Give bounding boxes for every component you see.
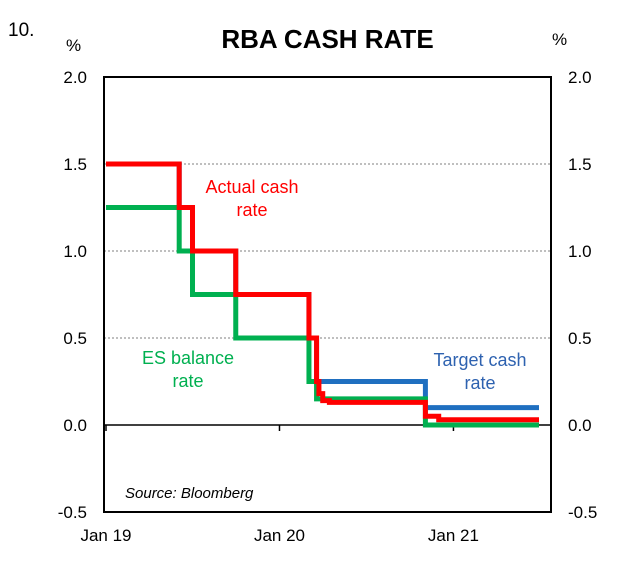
x-tick-label: Jan 19: [80, 526, 131, 545]
series-line-es-balance-rate: [106, 205, 539, 428]
figure-number: 10.: [8, 20, 35, 41]
annotation-es-text: ES balance rate: [141, 348, 235, 391]
y-tick-label-right: 1.5: [568, 155, 592, 174]
tick-labels: -0.5 -0.5 0.0 0.0 0.5 0.5 1.0 1.0 1.5 1.5 2.0 2.0 Ja…: [58, 68, 598, 545]
annotation-actual-cash-rate: Actual cash rate: [190, 176, 314, 222]
y-tick-label-left: 0.0: [63, 416, 87, 435]
grid-lines: [104, 163, 551, 339]
x-tick-label: Jan 20: [254, 526, 305, 545]
source-note: Source: Bloomberg: [125, 485, 254, 502]
y-tick-label-right: 2.0: [568, 68, 592, 87]
annotation-actual-text: Actual cash rate: [205, 177, 299, 220]
plot-frame: [103, 76, 552, 513]
y-tick-label-left: 1.5: [63, 155, 87, 174]
chart-title: RBA CASH RATE: [221, 24, 434, 54]
annotation-target-cash-rate: Target cash rate: [418, 349, 542, 395]
x-tick-label: Jan 21: [428, 526, 479, 545]
y-tick-label-right: -0.5: [568, 503, 597, 522]
y-tick-label-left: -0.5: [58, 503, 87, 522]
y-tick-label-left: 0.5: [63, 329, 87, 348]
y-tick-label-left: 1.0: [63, 242, 87, 261]
y-unit-left: %: [66, 36, 82, 55]
y-tick-label-right: 0.0: [568, 416, 592, 435]
annotation-target-text: Target cash rate: [433, 350, 527, 393]
y-tick-label-right: 0.5: [568, 329, 592, 348]
series-lines: [106, 161, 539, 428]
y-unit-right: %: [552, 30, 568, 49]
y-tick-label-right: 1.0: [568, 242, 592, 261]
series-line-actual-cash-rate: [106, 161, 539, 423]
annotation-es-balance-rate: ES balance rate: [126, 347, 250, 393]
y-tick-label-left: 2.0: [63, 68, 87, 87]
